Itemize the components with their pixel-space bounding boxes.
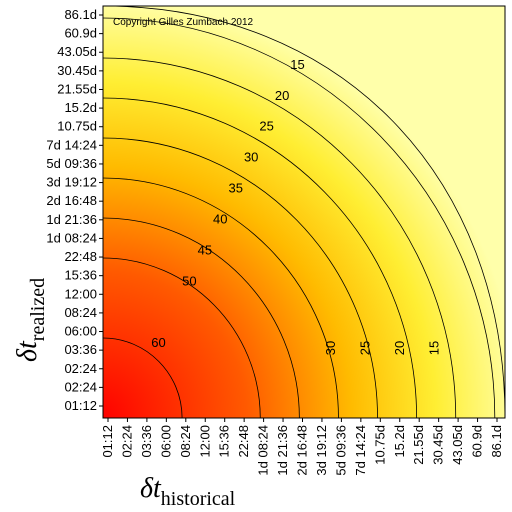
x-tick-label: 21.55d <box>411 425 426 465</box>
y-tick-label: 7d 14:24 <box>46 137 97 152</box>
x-tick-label: 12:00 <box>197 425 212 458</box>
y-tick-label: 1d 21:36 <box>46 212 97 227</box>
contour-line <box>102 57 457 419</box>
x-tick-label: 01:12 <box>100 425 115 458</box>
y-tick-label: 60.9d <box>64 26 97 41</box>
y-axis-ticks: 01:12 02:24 02:24 03:36 06:00 08:24 12:00 15:36… <box>46 7 103 413</box>
contour-line <box>102 97 418 419</box>
x-tick-label: 30.45d <box>431 425 446 465</box>
contour-label: 15 <box>290 57 304 72</box>
y-tick-label: 08:24 <box>64 305 97 320</box>
y-tick-label: 15.2d <box>64 100 97 115</box>
y-tick-label: 15:36 <box>64 268 97 283</box>
contour-label: 25 <box>357 341 372 355</box>
x-tick-label: 3d 19:12 <box>314 425 329 476</box>
contour-label: 15 <box>426 341 441 355</box>
contour-label: 30 <box>323 341 338 355</box>
y-tick-label: 43.05d <box>57 44 97 59</box>
x-axis-title: δthistorical <box>140 473 236 510</box>
x-axis-ticks: 01:12 02:24 03:36 06:00 08:24 12:00 15:36 22:48… <box>100 418 504 476</box>
x-tick-label: 86.1d <box>489 425 504 458</box>
contour-line <box>102 257 261 419</box>
x-tick-label: 2d 16:48 <box>295 425 310 476</box>
copyright-annotation: Copyright Gilles Zumbach 2012 <box>113 17 254 28</box>
x-tick-label: 10.75d <box>372 425 387 465</box>
contour-line <box>102 137 378 419</box>
y-tick-label: 86.1d <box>64 7 97 22</box>
y-axis-title: δtrealized <box>12 278 49 362</box>
x-tick-label: 22:48 <box>236 425 251 458</box>
contour-label: 20 <box>275 88 289 103</box>
contour-label: 60 <box>151 335 165 350</box>
contour-line <box>102 5 506 419</box>
contour-label: 45 <box>198 242 212 257</box>
y-tick-label: 30.45d <box>57 63 97 78</box>
y-tick-label: 12:00 <box>64 286 97 301</box>
x-tick-label: 1d 21:36 <box>275 425 290 476</box>
contour-label: 35 <box>228 181 242 196</box>
y-tick-label: 06:00 <box>64 324 97 339</box>
x-tick-label: 7d 14:24 <box>353 425 368 476</box>
x-tick-label: 03:36 <box>139 425 154 458</box>
contour-lines <box>102 5 506 419</box>
y-tick-label: 10.75d <box>57 119 97 134</box>
x-tick-label: 5d 09:36 <box>333 425 348 476</box>
y-tick-label: 3d 19:12 <box>46 175 97 190</box>
contour-label: 50 <box>182 273 196 288</box>
x-tick-label: 43.05d <box>450 425 465 465</box>
contour-label: 30 <box>244 150 258 165</box>
x-tick-label: 15.2d <box>392 425 407 458</box>
y-tick-label: 02:24 <box>64 379 97 394</box>
x-tick-label: 60.9d <box>470 425 485 458</box>
x-tick-label: 08:24 <box>178 425 193 458</box>
x-tick-label: 1d 08:24 <box>256 425 271 476</box>
x-tick-label: 06:00 <box>158 425 173 458</box>
y-tick-label: 2d 16:48 <box>46 193 97 208</box>
contour-line <box>102 177 339 419</box>
y-tick-label: 21.55d <box>57 81 97 96</box>
x-tick-label: 02:24 <box>119 425 134 458</box>
contour-label: 40 <box>213 211 227 226</box>
contour-line <box>102 217 300 419</box>
y-tick-label: 01:12 <box>64 398 97 413</box>
y-tick-label: 5d 09:36 <box>46 156 97 171</box>
y-tick-label: 02:24 <box>64 361 97 376</box>
contour-line <box>102 337 183 419</box>
x-tick-label: 15:36 <box>217 425 232 458</box>
y-tick-label: 22:48 <box>64 249 97 264</box>
contour-line <box>102 17 496 419</box>
contour-label: 25 <box>259 119 273 134</box>
y-tick-label: 1d 08:24 <box>46 230 97 245</box>
y-tick-label: 03:36 <box>64 342 97 357</box>
contour-label: 20 <box>392 341 407 355</box>
